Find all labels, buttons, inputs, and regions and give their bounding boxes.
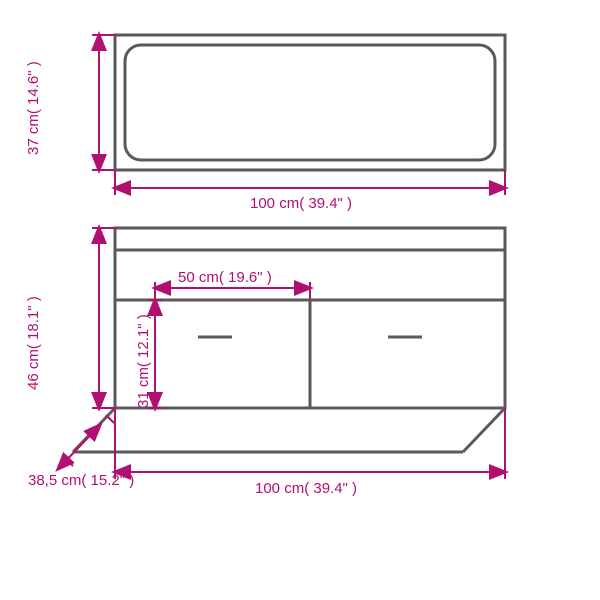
label-drawer-h: 31 cm( 12.1" ) [135,314,152,408]
label-cab-w: 100 cm( 39.4" ) [255,480,357,497]
label-depth: 38,5 cm( 15.2" ) [28,472,134,489]
dim-mirror-width [115,170,505,195]
label-drawer-w: 50 cm( 19.6" ) [178,269,272,286]
dim-depth [58,415,114,469]
label-cab-h: 46 cm( 18.1" ) [25,296,42,390]
dim-cab-height [92,228,115,408]
label-mirror-w: 100 cm( 39.4" ) [250,195,352,212]
mirror [115,35,505,170]
label-mirror-h: 37 cm( 14.6" ) [25,61,42,155]
dim-cab-width [115,408,505,479]
dim-mirror-height [92,35,115,170]
diagram-canvas [0,0,600,600]
